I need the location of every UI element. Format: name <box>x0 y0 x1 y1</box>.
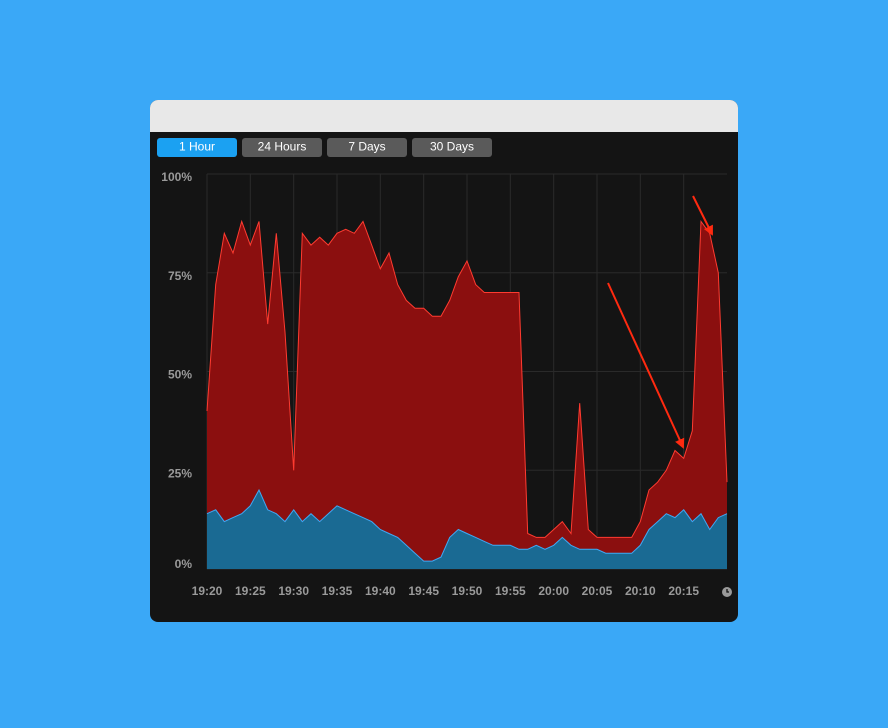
tab[interactable]: 1 Hour <box>157 138 237 157</box>
x-tick-label: 19:50 <box>452 584 483 598</box>
x-tick-label: 20:15 <box>668 584 699 598</box>
tab-label[interactable]: 24 Hours <box>258 140 307 154</box>
tab[interactable]: 30 Days <box>412 138 492 157</box>
area <box>207 221 727 569</box>
chart: 0% 25% 50% 75% 100% 19:20 19:25 19:30 19:35 19:40… <box>161 170 728 598</box>
area <box>207 490 727 569</box>
tab-bar: 1 Hour 24 Hours 7 Days 30 Days <box>157 138 492 157</box>
x-tick-label: 19:30 <box>278 584 309 598</box>
title-bar <box>150 100 738 132</box>
tab[interactable]: 24 Hours <box>242 138 322 157</box>
y-tick-label: 50% <box>168 368 192 382</box>
clock-icon <box>722 587 732 597</box>
tab-label[interactable]: 1 Hour <box>179 140 215 154</box>
y-tick-label: 0% <box>175 557 193 571</box>
tab-label[interactable]: 30 Days <box>430 140 474 154</box>
x-tick-label: 20:10 <box>625 584 656 598</box>
tab-bg[interactable] <box>242 138 322 157</box>
x-tick-label: 19:40 <box>365 584 396 598</box>
x-tick-label: 19:35 <box>322 584 353 598</box>
area-line <box>206 488 728 562</box>
area-line <box>206 219 728 538</box>
x-tick-label: 20:00 <box>538 584 569 598</box>
x-tick-label: 20:05 <box>582 584 613 598</box>
annotation-arrow <box>607 282 685 449</box>
tab-bg[interactable] <box>157 138 237 157</box>
x-tick-label: 19:45 <box>408 584 439 598</box>
x-tick-label: 19:55 <box>495 584 526 598</box>
y-tick-label: 25% <box>168 466 192 480</box>
x-tick-label: 19:20 <box>192 584 223 598</box>
x-tick-label: 19:25 <box>235 584 266 598</box>
annotation-arrow <box>692 195 713 236</box>
tab[interactable]: 7 Days <box>327 138 407 157</box>
y-tick-label: 75% <box>168 269 192 283</box>
tab-label[interactable]: 7 Days <box>348 140 385 154</box>
tab-bg[interactable] <box>412 138 492 157</box>
y-tick-label: 100% <box>161 170 192 184</box>
tab-bg[interactable] <box>327 138 407 157</box>
